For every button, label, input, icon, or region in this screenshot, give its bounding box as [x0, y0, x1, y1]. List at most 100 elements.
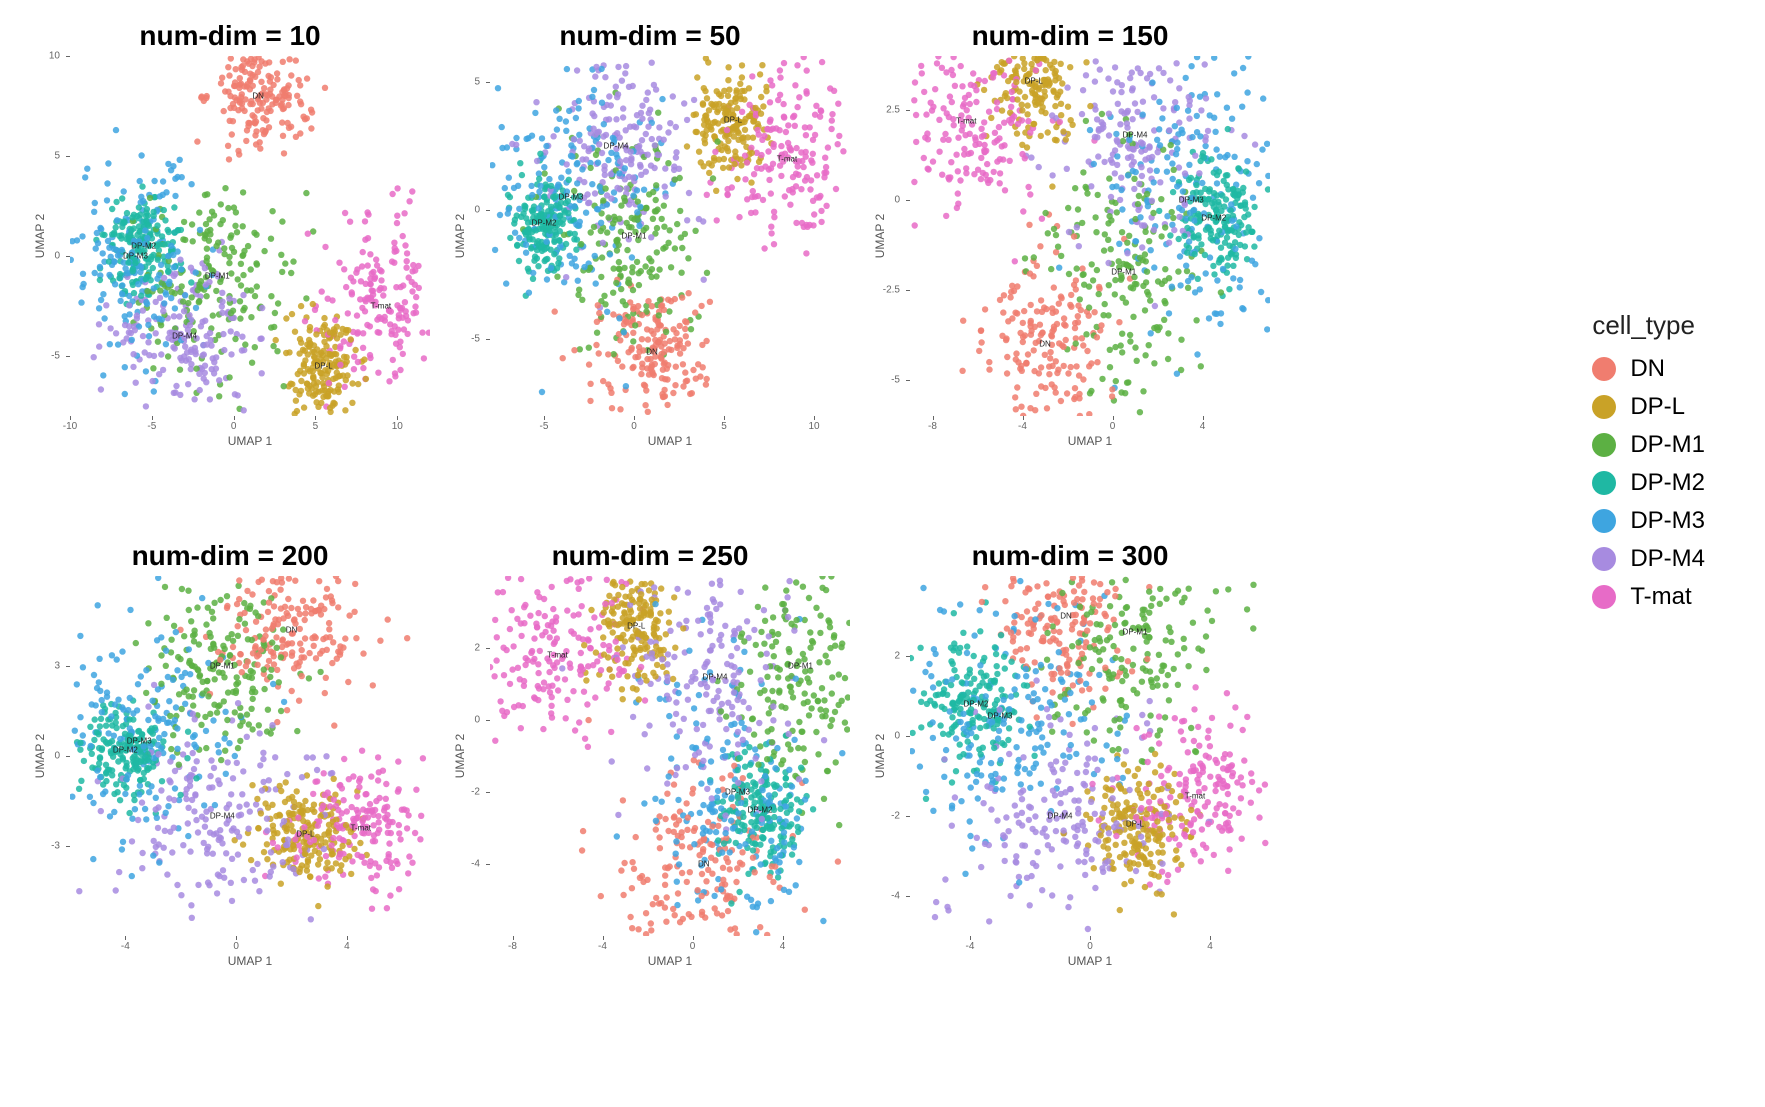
- y-tick: -5: [51, 351, 60, 362]
- legend-label: DP-M1: [1630, 431, 1705, 459]
- y-axis-label: UMAP 2: [873, 734, 887, 778]
- chart-area: UMAP 2DNDP-LDP-M1DP-M2DP-M3DP-M4T-mat-8-…: [910, 56, 1270, 416]
- legend-dot: [1592, 357, 1616, 381]
- umap-panel: num-dim = 50 UMAP 2DNDP-LDP-M1DP-M2DP-M3D…: [450, 20, 850, 500]
- panel-title: num-dim = 10: [30, 20, 430, 52]
- legend-label: DP-L: [1630, 393, 1685, 421]
- y-axis-label: UMAP 2: [453, 214, 467, 258]
- panel-title: num-dim = 150: [870, 20, 1270, 52]
- x-tick: -4: [598, 941, 607, 952]
- x-tick: 5: [721, 421, 727, 432]
- panel-title: num-dim = 250: [450, 540, 850, 572]
- legend-item: DP-M1: [1592, 431, 1705, 459]
- scatter-svg: [910, 576, 1270, 936]
- y-tick: 0: [474, 715, 480, 726]
- y-tick: 2: [474, 643, 480, 654]
- legend-item: DP-M4: [1592, 545, 1705, 573]
- y-axis-label: UMAP 2: [453, 734, 467, 778]
- x-tick: 4: [1207, 941, 1213, 952]
- x-tick: 0: [631, 421, 637, 432]
- scatter-svg: [490, 576, 850, 936]
- panel-title: num-dim = 200: [30, 540, 430, 572]
- chart-area: UMAP 2DNDP-LDP-M1DP-M2DP-M3DP-M4T-mat-8-…: [490, 576, 850, 936]
- legend-item: DP-M3: [1592, 507, 1705, 535]
- x-tick: -4: [1018, 421, 1027, 432]
- x-tick: 0: [690, 941, 696, 952]
- x-tick: -8: [508, 941, 517, 952]
- panel-title: num-dim = 50: [450, 20, 850, 52]
- x-axis-label: UMAP 1: [490, 434, 850, 448]
- x-tick: 10: [808, 421, 819, 432]
- legend-item: DN: [1592, 355, 1705, 383]
- figure-container: num-dim = 10UMAP 2DNDP-LDP-M1DP-M2DP-M3D…: [0, 0, 1765, 1107]
- x-tick: 0: [231, 421, 237, 432]
- y-tick: -3: [51, 841, 60, 852]
- chart-area: UMAP 2DNDP-LDP-M1DP-M2DP-M3DP-M4T-mat-40…: [70, 576, 430, 936]
- chart-area: UMAP 2DNDP-LDP-M1DP-M2DP-M3DP-M4T-mat-50…: [490, 56, 850, 416]
- y-tick: -2.5: [883, 285, 900, 296]
- y-tick: 5: [474, 76, 480, 87]
- umap-panel: num-dim = 200 UMAP 2DNDP-LDP-M1DP-M2DP-M3…: [30, 540, 430, 1020]
- y-axis-label: UMAP 2: [33, 734, 47, 778]
- legend-label: DP-M3: [1630, 507, 1705, 535]
- x-tick: 4: [780, 941, 786, 952]
- x-tick: -4: [966, 941, 975, 952]
- umap-panel: num-dim = 300 UMAP 2DNDP-LDP-M1DP-M2DP-M3…: [870, 540, 1270, 1020]
- x-tick: 0: [233, 941, 239, 952]
- legend-dot: [1592, 433, 1616, 457]
- legend-label: DN: [1630, 355, 1665, 383]
- legend-item: DP-M2: [1592, 469, 1705, 497]
- scatter-svg: [70, 56, 430, 416]
- x-axis-label: UMAP 1: [910, 434, 1270, 448]
- x-axis-label: UMAP 1: [70, 434, 430, 448]
- x-tick: -5: [147, 421, 156, 432]
- y-tick: 0: [54, 751, 60, 762]
- legend-label: DP-M2: [1630, 469, 1705, 497]
- panel-title: num-dim = 300: [870, 540, 1270, 572]
- y-tick: 2.5: [886, 105, 900, 116]
- legend-title: cell_type: [1592, 310, 1705, 341]
- y-axis-label: UMAP 2: [33, 214, 47, 258]
- x-tick: 4: [1200, 421, 1206, 432]
- scatter-svg: [490, 56, 850, 416]
- legend-item: DP-L: [1592, 393, 1705, 421]
- y-tick: -5: [471, 333, 480, 344]
- chart-area: UMAP 2DNDP-LDP-M1DP-M2DP-M3DP-M4T-mat-40…: [910, 576, 1270, 936]
- scatter-svg: [910, 56, 1270, 416]
- x-axis-label: UMAP 1: [910, 954, 1270, 968]
- legend-item: T-mat: [1592, 583, 1705, 611]
- x-tick: 5: [313, 421, 319, 432]
- x-tick: -5: [540, 421, 549, 432]
- x-axis-label: UMAP 1: [490, 954, 850, 968]
- y-tick: 0: [894, 195, 900, 206]
- legend-label: DP-M4: [1630, 545, 1705, 573]
- legend-dot: [1592, 585, 1616, 609]
- x-axis-label: UMAP 1: [70, 954, 430, 968]
- x-tick: -8: [928, 421, 937, 432]
- y-tick: 2: [894, 651, 900, 662]
- y-tick: -4: [891, 891, 900, 902]
- y-tick: -2: [891, 811, 900, 822]
- legend-dot: [1592, 509, 1616, 533]
- y-tick: -4: [471, 859, 480, 870]
- y-tick: 5: [54, 151, 60, 162]
- umap-panel: num-dim = 10 UMAP 2DNDP-LDP-M1DP-M2DP-M3D…: [30, 20, 430, 500]
- y-tick: 0: [54, 251, 60, 262]
- x-tick: 0: [1087, 941, 1093, 952]
- legend-dot: [1592, 395, 1616, 419]
- y-tick: 3: [54, 661, 60, 672]
- y-axis-label: UMAP 2: [873, 214, 887, 258]
- x-tick: -10: [63, 421, 77, 432]
- x-tick: 10: [392, 421, 403, 432]
- y-tick: 0: [474, 205, 480, 216]
- chart-area: UMAP 2DNDP-LDP-M1DP-M2DP-M3DP-M4T-mat-10…: [70, 56, 430, 416]
- scatter-svg: [70, 576, 430, 936]
- legend-dot: [1592, 471, 1616, 495]
- x-tick: 4: [344, 941, 350, 952]
- panel-grid: num-dim = 10UMAP 2DNDP-LDP-M1DP-M2DP-M3D…: [0, 0, 1765, 1040]
- y-tick: 10: [49, 51, 60, 62]
- legend: cell_type DN DP-L DP-M1 DP-M2 DP-M3 DP-M4 T-ma…: [1592, 310, 1705, 621]
- umap-panel: num-dim = 150 UMAP 2DNDP-LDP-M1DP-M2DP-M3…: [870, 20, 1270, 500]
- x-tick: -4: [121, 941, 130, 952]
- y-tick: -5: [891, 375, 900, 386]
